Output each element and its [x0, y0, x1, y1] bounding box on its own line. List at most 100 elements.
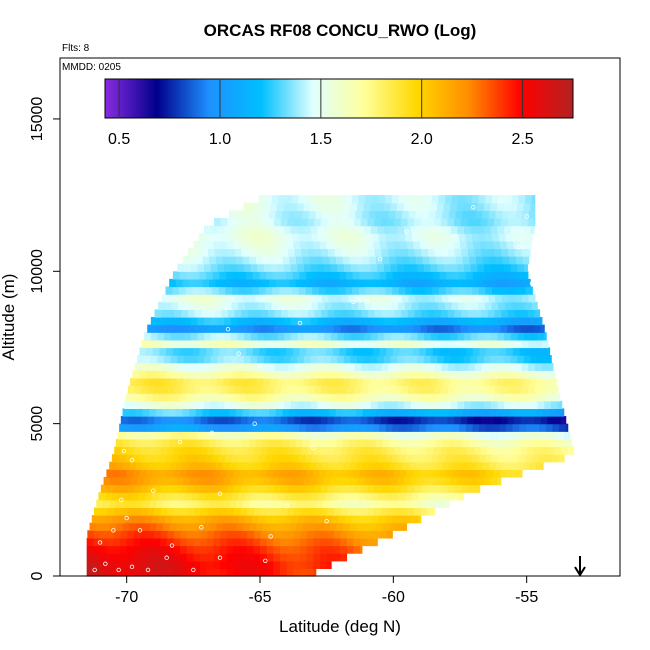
sample-point [177, 439, 183, 445]
heatmap-cell [273, 545, 281, 554]
heatmap-cell [91, 515, 100, 524]
y-axis-label: Altitude (m) [0, 274, 18, 361]
heatmap-cell [306, 553, 314, 562]
heatmap-cell [382, 438, 390, 448]
heatmap-cell [505, 286, 513, 295]
heatmap-cell [512, 233, 520, 242]
heatmap-cell [185, 286, 193, 295]
heatmap-cell [192, 286, 200, 295]
heatmap-cell [194, 248, 202, 257]
heatmap-cell [318, 492, 326, 501]
heatmap-cell [503, 355, 512, 364]
heatmap-cell [413, 469, 421, 478]
heatmap-cell [200, 530, 208, 539]
heatmap-cell [229, 256, 237, 265]
heatmap-cell [162, 408, 170, 417]
heatmap-cell [309, 438, 317, 448]
heatmap-cell [312, 423, 320, 432]
heatmap-cell [378, 492, 386, 501]
heatmap-cell [322, 461, 330, 470]
sample-point [145, 567, 151, 573]
heatmap-cell [257, 225, 265, 234]
heatmap-cell [180, 324, 188, 333]
heatmap-cell [452, 393, 460, 402]
heatmap-cell [242, 210, 250, 219]
heatmap-cell [172, 423, 180, 432]
heatmap-cell [508, 210, 517, 219]
heatmap-cell [525, 233, 533, 242]
heatmap-cell [554, 385, 559, 394]
heatmap-cell [170, 355, 178, 364]
heatmap-cell [455, 210, 463, 219]
heatmap-cell [208, 294, 216, 303]
heatmap-cell [380, 416, 389, 425]
heatmap-cell [100, 553, 108, 562]
heatmap-cell [157, 332, 165, 341]
heatmap-cell [310, 377, 318, 387]
heatmap-cell [169, 499, 177, 509]
heatmap-cell [281, 385, 289, 394]
heatmap-cell [139, 347, 147, 356]
heatmap-cell [442, 408, 450, 417]
heatmap-cell [361, 339, 370, 349]
heatmap-cell [390, 355, 398, 364]
heatmap-cell [360, 416, 369, 425]
heatmap-cell [512, 347, 521, 356]
heatmap-cell [349, 522, 357, 531]
heatmap-cell [327, 530, 335, 539]
heatmap-cell [225, 393, 234, 402]
heatmap-cell [313, 568, 317, 577]
heatmap-cell [439, 423, 447, 432]
heatmap-cell [205, 393, 214, 402]
heatmap-cell [517, 225, 525, 234]
heatmap-cell [210, 317, 219, 326]
heatmap-cell [319, 370, 327, 379]
heatmap-cell [306, 271, 314, 280]
heatmap-cell [518, 454, 526, 463]
heatmap-cell [391, 515, 400, 524]
heatmap-cell [337, 332, 345, 341]
heatmap-cell [202, 522, 211, 531]
heatmap-cell [436, 377, 445, 387]
heatmap-cell [477, 317, 485, 326]
heatmap-cell [420, 446, 429, 455]
heatmap-cell [443, 476, 451, 486]
heatmap-cell [426, 240, 434, 250]
heatmap-cell [284, 263, 292, 272]
heatmap-cell [334, 530, 342, 539]
heatmap-cell [484, 301, 493, 310]
heatmap-cell [230, 317, 239, 326]
heatmap-cell [162, 461, 170, 470]
heatmap-cell [446, 240, 454, 250]
heatmap-cell [422, 278, 430, 288]
heatmap-cell [450, 317, 459, 326]
heatmap-cell [352, 370, 360, 379]
heatmap-cell [179, 271, 187, 280]
heatmap-cell [100, 507, 108, 516]
heatmap-cell [170, 400, 179, 410]
heatmap-cell [392, 286, 400, 295]
heatmap-cell [173, 537, 181, 547]
heatmap-cell [235, 294, 243, 303]
heatmap-cell [395, 408, 404, 417]
heatmap-cell [508, 294, 516, 303]
heatmap-cell [284, 301, 293, 310]
heatmap-cell [286, 568, 294, 577]
heatmap-cell [461, 339, 470, 349]
heatmap-cell [270, 202, 278, 211]
heatmap-cell [383, 476, 391, 486]
heatmap-cell [106, 560, 114, 569]
heatmap-cell [404, 431, 412, 440]
heatmap-cell [396, 499, 404, 509]
heatmap-cell [155, 339, 163, 349]
heatmap-cell [188, 248, 196, 257]
heatmap-cell [306, 469, 314, 478]
x-axis-label: Latitude (deg N) [279, 617, 401, 636]
heatmap-cell [382, 278, 390, 288]
heatmap-cell [140, 416, 149, 425]
heatmap-cell [220, 324, 228, 333]
heatmap-cell [516, 377, 525, 387]
heatmap-cell [226, 545, 234, 554]
heatmap-cell [364, 400, 372, 410]
heatmap-cell [514, 309, 522, 318]
